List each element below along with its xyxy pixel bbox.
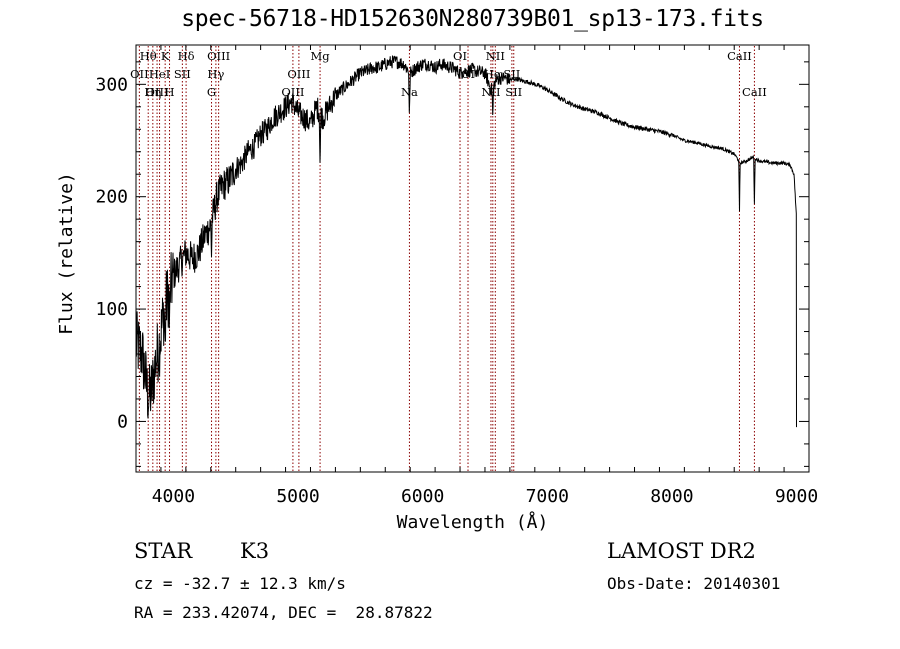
line-marker-label: Hγ [207,67,224,81]
line-marker-label: OII [130,67,149,81]
line-marker-label: G [207,85,216,99]
line-marker-label: HeI [149,67,170,81]
line-marker-label: CaII [742,85,767,99]
object-subclass: K3 [240,539,270,563]
observation-date: Obs-Date: 20140301 [607,574,781,593]
redshift-text: cz = -32.7 ± 12.3 km/s [134,574,346,593]
emission-line-markers [138,46,755,471]
y-axis-label: Flux (relative) [56,172,77,335]
x-tick-label: 4000 [152,486,195,507]
line-marker-label: OIII [146,85,169,99]
line-marker-label: OIII [207,49,230,63]
line-marker-label: OI [453,49,467,63]
x-tick-label: 6000 [401,486,444,507]
spectrum-series-line [135,55,797,428]
line-marker-label: OIII [287,67,310,81]
x-tick-label: 9000 [775,486,818,507]
x-tick-label: 5000 [276,486,319,507]
plot-frame [135,44,810,473]
line-marker-label: SII [505,85,522,99]
x-axis-label: Wavelength (Å) [397,511,549,533]
line-marker-label: Hθ [140,49,157,63]
line-marker-label: SII [174,67,191,81]
y-tick-label: 300 [95,74,128,95]
coordinates-text: RA = 233.42074, DEC = 28.87822 [134,603,433,622]
line-marker-label: H [165,85,175,99]
line-marker-label: Mg [311,49,331,63]
line-marker-label: Hδ [178,49,195,63]
line-marker-label: K [161,49,170,63]
object-class: STAR [134,539,193,563]
emission-line-labels: HθOIIOIIIHeIHηKHHδSIIOIIIHγGOIIIOIIIMgNa… [130,49,767,99]
line-marker-label: NII [486,49,505,63]
survey-name: LAMOST DR2 [607,539,756,563]
y-axis-ticks: 0 100 200 300 [95,61,809,467]
y-tick-label: 0 [117,411,128,432]
x-tick-label: 8000 [650,486,693,507]
y-tick-label: 200 [95,187,128,208]
x-axis-ticks: 4000 5000 6000 7000 8000 9000 [135,45,818,507]
line-marker-label: Hη [144,85,161,99]
y-tick-label: 100 [95,299,128,320]
line-marker-label: CaII [727,49,752,63]
chart-title: spec-56718-HD152630N280739B01_sp13-173.f… [181,6,764,32]
x-tick-label: 7000 [526,486,569,507]
